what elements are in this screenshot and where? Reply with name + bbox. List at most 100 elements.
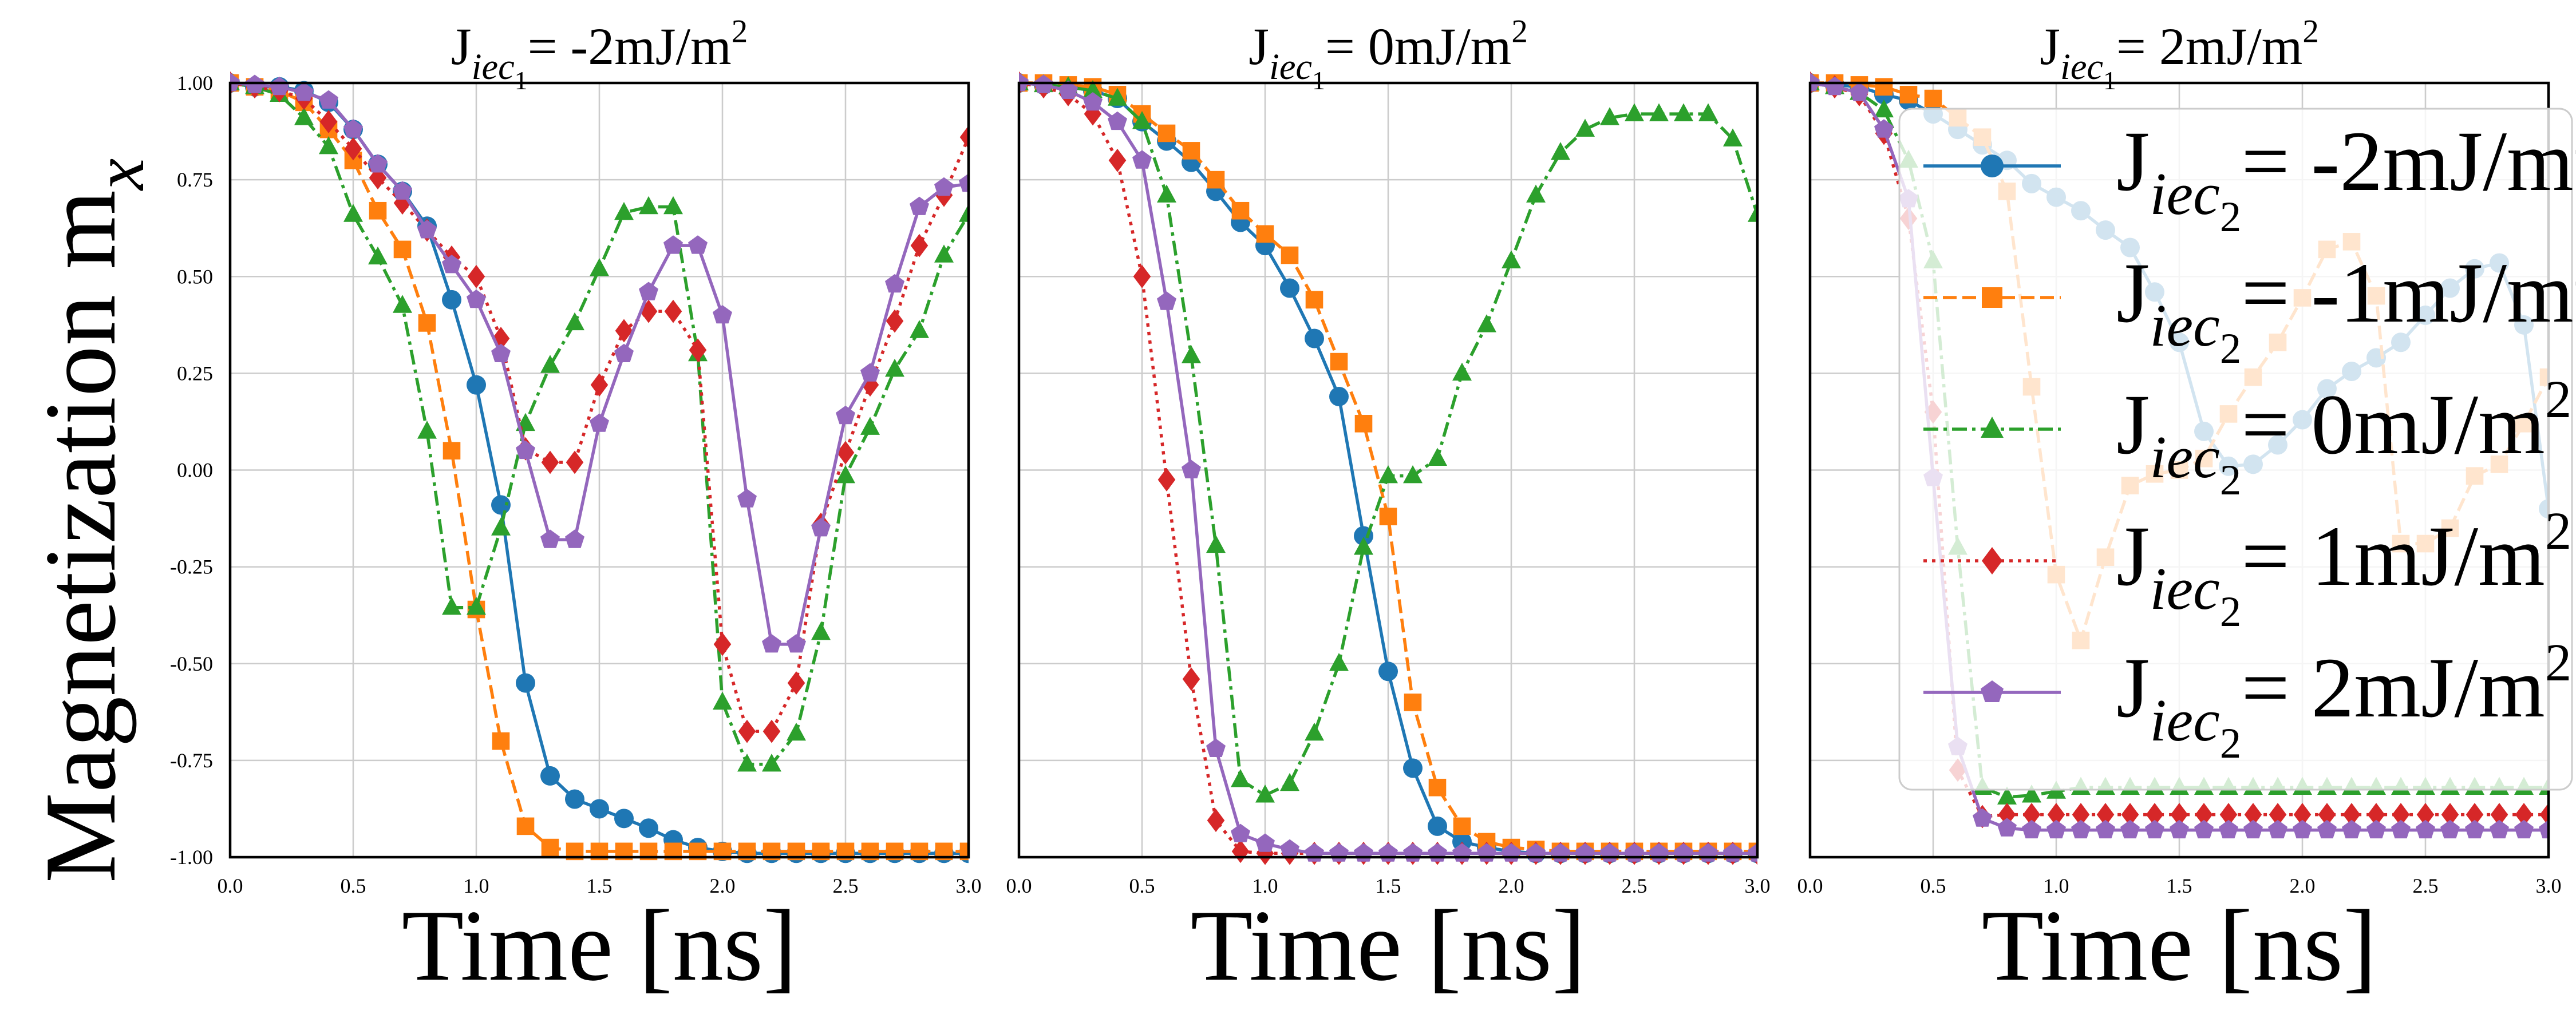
data-point-diamond <box>1998 803 2016 826</box>
label-part: 2 <box>2220 457 2242 504</box>
subplot-title: Jiec1= 0mJ/m2 <box>1249 13 1528 95</box>
label-part: = 1mJ/m <box>2241 509 2545 604</box>
data-point-pentagon <box>2071 819 2091 839</box>
data-point-pentagon <box>663 235 683 254</box>
data-point-triangle-up <box>639 196 658 215</box>
axes-frame <box>228 81 970 859</box>
data-point-pentagon <box>2096 819 2115 839</box>
data-point-triangle-up <box>860 417 880 435</box>
data-point-diamond <box>2515 803 2533 826</box>
data-point-triangle-up <box>1280 772 1299 791</box>
x-tick-label: 2.5 <box>2413 874 2439 897</box>
data-point-diamond <box>344 137 362 161</box>
data-point-diamond <box>959 125 969 149</box>
data-point-triangle-up <box>1255 785 1275 803</box>
data-point-diamond <box>836 441 855 465</box>
data-point-square <box>1379 508 1397 525</box>
x-tick-label: 0.0 <box>1006 874 1032 897</box>
data-point-circle <box>491 495 511 515</box>
data-point-pentagon <box>762 634 781 653</box>
label-part: 2 <box>1511 13 1528 49</box>
data-point-triangle-up <box>540 355 560 373</box>
data-point-triangle-up <box>787 722 806 741</box>
legend-entry-3: Jiec2= 0mJ/m2 <box>1923 370 2571 504</box>
data-point-square <box>442 442 461 459</box>
label-part: iec <box>2150 423 2219 490</box>
x-tick-label: 2.5 <box>833 874 859 897</box>
label-part: iec <box>2060 46 2103 87</box>
data-point-square <box>1875 78 1893 96</box>
data-point-square <box>1404 694 1422 711</box>
y-tick-label: -0.25 <box>170 556 213 579</box>
data-point-pentagon <box>2170 819 2189 839</box>
data-point-diamond <box>689 338 707 362</box>
data-point-pentagon <box>1825 76 1844 96</box>
data-point-pentagon <box>270 76 289 96</box>
data-point-square <box>492 732 510 750</box>
data-point-pentagon <box>368 154 388 173</box>
data-point-diamond <box>787 671 805 695</box>
data-point-triangle-up <box>910 320 929 338</box>
data-point-triangle-up <box>1132 110 1152 129</box>
data-point-pentagon <box>2268 819 2287 839</box>
data-point-pentagon <box>442 255 461 274</box>
data-point-pentagon <box>294 82 314 101</box>
data-point-diamond <box>467 264 485 288</box>
legend-marker-circle <box>1981 154 2004 177</box>
data-point-triangle-up <box>1502 250 1521 268</box>
label-part: 1 <box>2103 66 2116 95</box>
data-point-triangle-up <box>1674 103 1693 121</box>
data-point-diamond <box>2490 803 2508 826</box>
y-tick-label: -0.75 <box>170 749 213 772</box>
data-point-pentagon <box>1206 738 1226 757</box>
data-point-pentagon <box>590 413 609 432</box>
data-point-diamond <box>762 719 781 743</box>
data-point-triangle-up <box>1108 88 1127 106</box>
y-tick-label: 0.75 <box>177 168 213 191</box>
label-part: 2 <box>2574 239 2576 298</box>
data-point-pentagon <box>639 282 658 300</box>
data-point-triangle-up <box>762 753 781 772</box>
data-point-diamond <box>2195 803 2213 826</box>
data-point-pentagon <box>540 529 560 548</box>
data-point-triangle-up <box>713 691 732 710</box>
legend-marker-square <box>1982 287 2002 308</box>
data-point-triangle-up <box>294 107 314 125</box>
data-point-pentagon <box>319 90 338 109</box>
label-part: 2 <box>2220 588 2242 636</box>
data-point-triangle-up <box>393 295 412 313</box>
data-point-triangle-up <box>1378 465 1398 484</box>
data-point-pentagon <box>2416 819 2435 839</box>
data-point-triangle-up <box>1329 653 1349 671</box>
data-point-pentagon <box>614 343 634 362</box>
data-point-pentagon <box>565 529 584 548</box>
label-part: 2 <box>2545 502 2572 561</box>
label-part: = 0mJ/m <box>1325 17 1511 76</box>
data-point-diamond <box>2539 803 2549 826</box>
data-point-diamond <box>393 191 412 215</box>
label-part: 2 <box>2220 720 2242 767</box>
data-point-square <box>516 817 535 835</box>
y-axis-label: Magnetization mx <box>23 159 159 883</box>
data-point-pentagon <box>1182 459 1201 478</box>
data-point-diamond <box>664 299 682 323</box>
label-part: = 2mJ/m <box>2241 640 2545 735</box>
data-point-pentagon <box>1157 291 1176 310</box>
label-part: = -2mJ/m <box>528 17 732 76</box>
data-point-pentagon <box>688 235 708 254</box>
x-tick-label: 0.5 <box>1921 874 1946 897</box>
label-part: 2 <box>2220 193 2242 241</box>
data-point-pentagon <box>2440 819 2460 839</box>
data-point-pentagon <box>343 119 363 138</box>
data-point-triangle-up <box>417 421 437 439</box>
x-tick-label: 1.0 <box>464 874 489 897</box>
data-point-triangle-up <box>491 517 511 536</box>
legend-label: Jiec2= 0mJ/m2 <box>2116 370 2571 504</box>
data-point-diamond <box>319 110 338 134</box>
data-point-circle <box>540 766 560 786</box>
data-point-square <box>1256 225 1274 243</box>
data-point-square <box>369 201 387 220</box>
subplot-1: 0.0 0.5 1.0 1.5 2.0 2.5 3.0 1.00 0.75 0.50 0.25 0.0… <box>170 13 982 1002</box>
data-point-diamond <box>886 309 904 333</box>
label-part: Magnetization m <box>23 190 137 883</box>
